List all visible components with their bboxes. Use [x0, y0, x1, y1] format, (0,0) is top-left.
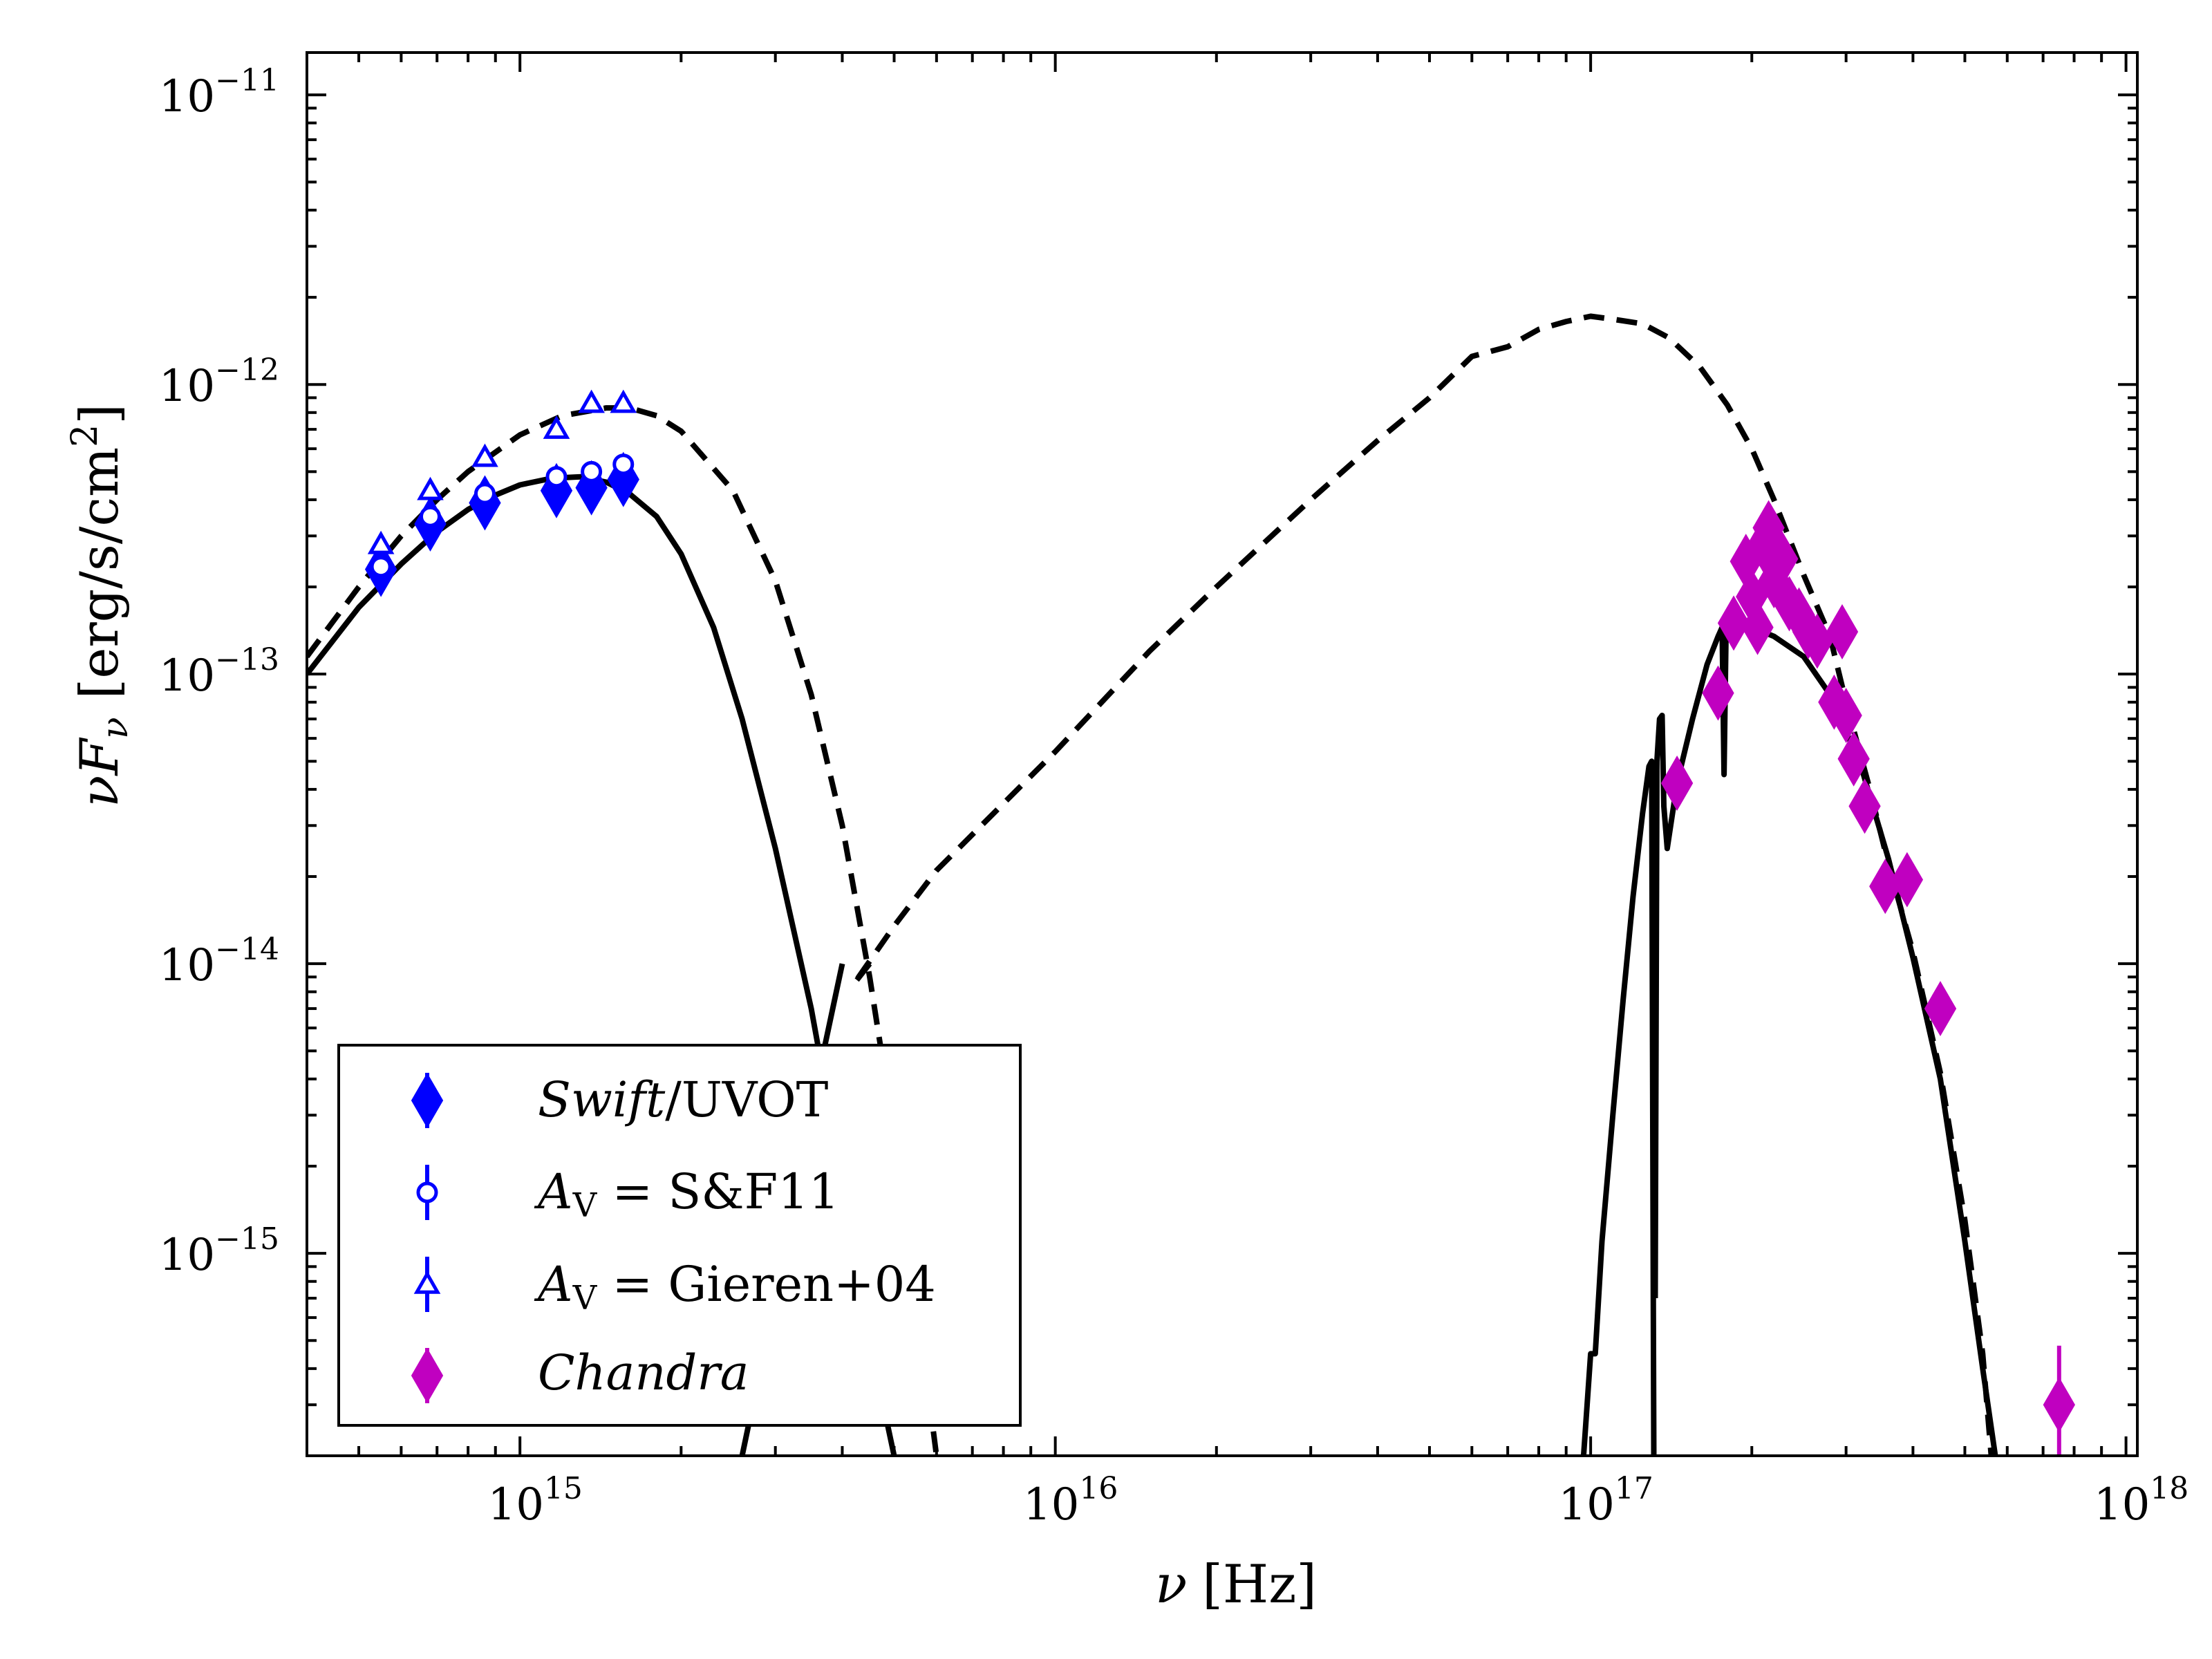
legend-marker-chandra	[411, 1348, 444, 1403]
x-axis-label: ν [Hz]	[1155, 1553, 1317, 1615]
legend-label-swift: Swift/UVOT	[538, 1071, 828, 1128]
y-axis-label: νFν [erg/s/cm2]	[64, 404, 136, 807]
y-tick-label-4: 10−11	[159, 63, 279, 122]
y-tick-label-1-base: 10	[159, 940, 215, 991]
x-tick-label-1-exp: 16	[1079, 1471, 1118, 1506]
legend-marker-swift	[411, 1073, 444, 1128]
data-markers	[364, 389, 2075, 1456]
y-tick-label-0: 10−15	[159, 1221, 279, 1281]
point-triangle-s2-2	[471, 443, 498, 467]
legend-marker-sf11	[416, 1181, 438, 1203]
point-diamond-s3-21	[1924, 981, 1957, 1037]
legend-label-sf11: AV = S&F11	[534, 1163, 839, 1225]
point-diamond-s3-16	[1830, 687, 1862, 743]
x-tick-label-2-base: 10	[1558, 1479, 1614, 1530]
legend: Swift/UVOT AV = S&F11 AV = Gieren+04 Cha…	[337, 1044, 1022, 1427]
x-tick-label-3-base: 10	[2094, 1479, 2150, 1530]
y-tick-label-4-exp: −11	[215, 63, 279, 98]
point-diamond-s3-2	[1717, 595, 1750, 651]
point-triangle-s2-1	[417, 476, 444, 500]
point-circle-s1-4	[581, 460, 603, 482]
legend-markers	[411, 1073, 444, 1403]
legend-sf11-text: = S&F11	[597, 1163, 839, 1220]
point-triangle-s2-3	[543, 415, 570, 439]
y-axis-unit: [erg/s/cm	[68, 447, 130, 699]
y-tick-label-3-base: 10	[159, 361, 215, 412]
y-tick-label-1: 10−14	[159, 932, 279, 991]
point-diamond-s3-7	[1752, 500, 1785, 556]
y-tick-label-2-base: 10	[159, 650, 215, 702]
point-diamond-s3-20	[1891, 852, 1924, 908]
x-tick-label-1: 1016	[1023, 1471, 1118, 1530]
x-tick-label-2: 1017	[1558, 1471, 1653, 1530]
point-diamond-s3-22	[2043, 1377, 2075, 1433]
point-circle-s1-0	[370, 556, 392, 578]
point-diamond-s3-17	[1837, 731, 1870, 787]
point-diamond-s3-18	[1848, 778, 1881, 834]
y-tick-label-0-base: 10	[159, 1230, 215, 1281]
y-tick-label-2: 10−13	[159, 642, 279, 702]
model-curve-solid-2	[1580, 758, 1657, 1456]
axis-ticks	[306, 53, 2137, 1457]
legend-swift-text: /UVOT	[665, 1071, 828, 1128]
point-circle-s1-1	[419, 505, 441, 527]
y-tick-label-3-exp: −12	[215, 353, 279, 388]
point-circle-s1-5	[612, 453, 635, 476]
y-axis-unit-sup: 2	[64, 424, 106, 447]
point-circle-s1-3	[545, 466, 568, 488]
point-diamond-s3-5	[1741, 599, 1774, 655]
y-tick-label-3: 10−12	[159, 353, 279, 412]
legend-box	[337, 1044, 1022, 1427]
x-tick-label-1-base: 10	[1023, 1479, 1079, 1530]
legend-label-gieren: AV = Gieren+04	[534, 1256, 936, 1318]
point-diamond-s3-1	[1702, 665, 1734, 721]
legend-swift-italic: Swift	[538, 1071, 666, 1128]
x-axis-unit: [Hz]	[1202, 1553, 1317, 1615]
point-diamond-s3-0	[1660, 756, 1694, 812]
point-circle-s1-2	[474, 482, 496, 505]
y-tick-label-1-exp: −14	[215, 932, 279, 967]
point-triangle-s2-4	[578, 389, 605, 413]
x-axis-symbol: ν	[1155, 1553, 1187, 1615]
point-triangle-s2-5	[610, 389, 637, 413]
legend-label-chandra: Chandra	[538, 1344, 749, 1401]
point-triangle-s2-0	[367, 530, 395, 554]
point-diamond-s3-15	[1826, 603, 1859, 659]
x-tick-label-3: 1018	[2094, 1471, 2188, 1530]
legend-gieren-text: = Gieren+04	[597, 1256, 936, 1313]
y-tick-label-2-exp: −13	[215, 642, 279, 677]
y-axis-symbol-sub: ν	[95, 717, 136, 739]
y-axis-symbol: νF	[68, 738, 130, 807]
y-axis-unit-end: ]	[68, 404, 130, 424]
x-tick-label-0: 1015	[487, 1471, 582, 1530]
legend-gieren-sub: V	[572, 1279, 598, 1318]
legend-chandra-italic: Chandra	[538, 1344, 749, 1401]
y-tick-label-0-exp: −15	[215, 1221, 279, 1257]
legend-gieren-italic: A	[534, 1256, 573, 1313]
model-curve-dashed-1	[850, 313, 1994, 1456]
x-tick-label-0-base: 10	[487, 1479, 543, 1530]
x-tick-label-3-exp: 18	[2150, 1471, 2188, 1506]
tick-labels: 1015 1016 1017 101810−1510−1410−1310−1210−1…	[159, 63, 2189, 1530]
x-tick-label-2-exp: 17	[1615, 1471, 1653, 1506]
x-tick-label-0-exp: 15	[544, 1471, 583, 1506]
point-diamond-s3-9	[1766, 531, 1799, 587]
y-tick-label-4-base: 10	[159, 71, 215, 122]
plot-frame	[306, 51, 2139, 1457]
legend-marker-gieren	[413, 1270, 441, 1294]
legend-sf11-italic: A	[534, 1163, 573, 1220]
legend-sf11-sub: V	[572, 1186, 598, 1225]
